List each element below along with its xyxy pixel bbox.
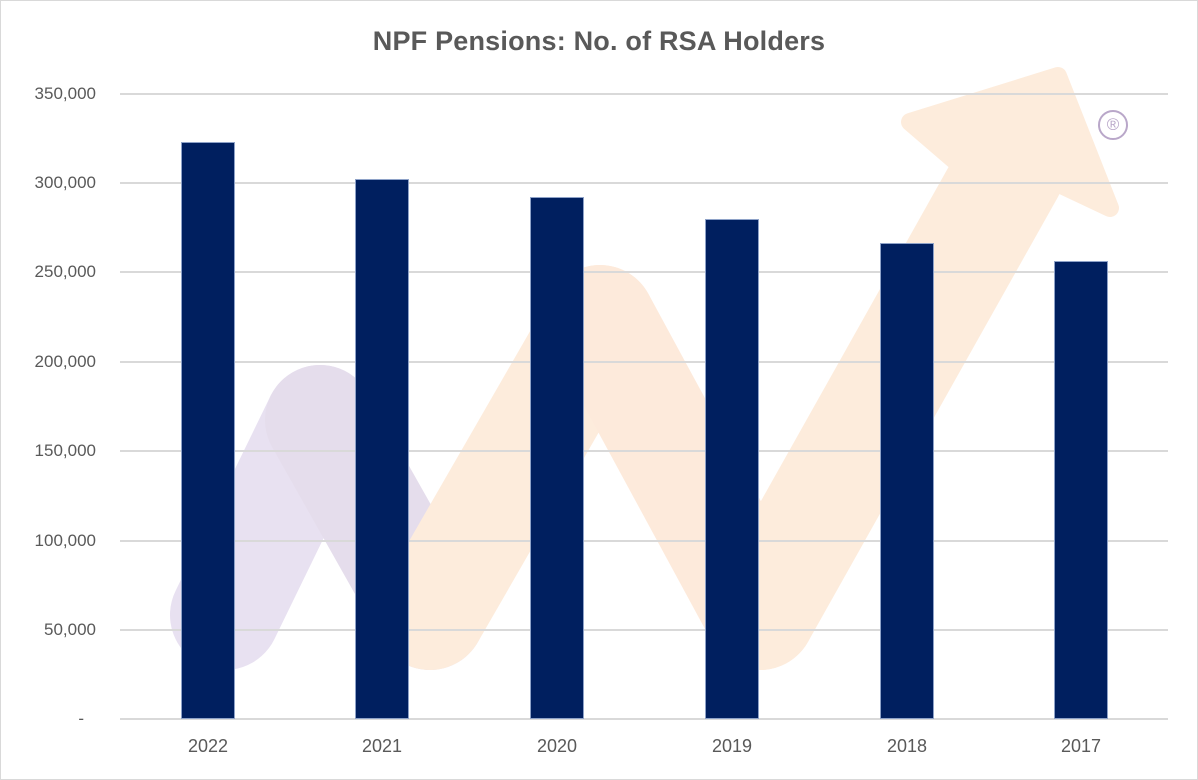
bar-2018	[880, 243, 934, 719]
x-tick-label: 2017	[1060, 736, 1102, 756]
gridline-250000	[120, 271, 1168, 273]
x-tick-label: 2021	[361, 736, 403, 756]
bar-2020	[530, 197, 584, 719]
gridline-300000	[120, 182, 1168, 184]
gridline-100000	[120, 540, 1168, 542]
x-axis-line	[120, 718, 1168, 720]
y-tick-label: 100,000	[34, 531, 96, 550]
y-tick-label: 200,000	[34, 352, 96, 371]
y-tick-label: 50,000	[44, 620, 96, 639]
y-tick-label: -	[78, 709, 84, 728]
x-tick-label: 2019	[711, 736, 753, 756]
registered-trademark-icon: ®	[1098, 110, 1128, 140]
bar-2019	[705, 219, 759, 719]
gridline-150000	[120, 450, 1168, 452]
y-tick-label: 150,000	[34, 441, 96, 460]
bar-2017	[1054, 261, 1108, 719]
y-tick-label: 300,000	[34, 173, 96, 192]
y-tick-label: 250,000	[34, 262, 96, 281]
y-tick-label: 350,000	[34, 84, 96, 103]
x-tick-label: 2018	[886, 736, 928, 756]
gridline-200000	[120, 361, 1168, 363]
bar-2021	[355, 179, 409, 719]
x-tick-label: 2022	[187, 736, 229, 756]
chart-title: NPF Pensions: No. of RSA Holders	[372, 26, 826, 56]
bar-2022	[181, 142, 235, 719]
gridline-350000	[120, 93, 1168, 95]
gridline-50000	[120, 629, 1168, 631]
x-tick-label: 2020	[536, 736, 578, 756]
